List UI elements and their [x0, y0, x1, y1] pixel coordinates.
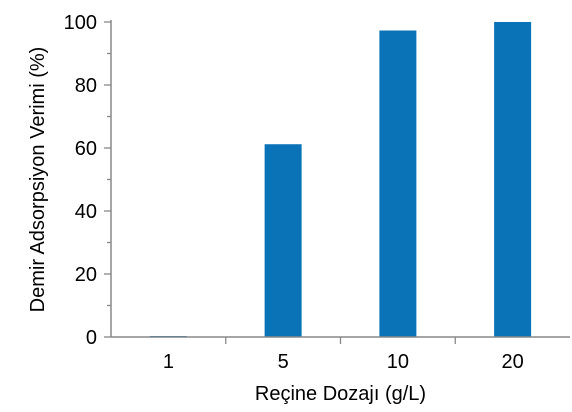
x-tick-label: 1 [163, 351, 174, 373]
x-axis-title: Reçine Dozajı (g/L) [255, 383, 426, 405]
x-tick-label: 20 [502, 351, 524, 373]
x-tick-label: 5 [278, 351, 289, 373]
axes-group [104, 20, 570, 344]
y-axis-title: Demir Adsorpsiyon Verimi (%) [27, 47, 49, 313]
y-tick-label: 20 [75, 264, 97, 286]
y-tick-label: 0 [86, 327, 97, 349]
bar-5 [264, 144, 302, 337]
y-tick-label: 100 [64, 12, 97, 34]
x-tick-label: 10 [387, 351, 409, 373]
tick-labels-group: 0 20 40 60 80 100 1 5 10 20 [64, 12, 524, 373]
y-tick-label: 80 [75, 75, 97, 97]
bars-group [149, 22, 532, 337]
y-tick-label: 40 [75, 201, 97, 223]
bar-10 [379, 30, 417, 337]
bar-20 [494, 22, 532, 337]
y-tick-label: 60 [75, 138, 97, 160]
